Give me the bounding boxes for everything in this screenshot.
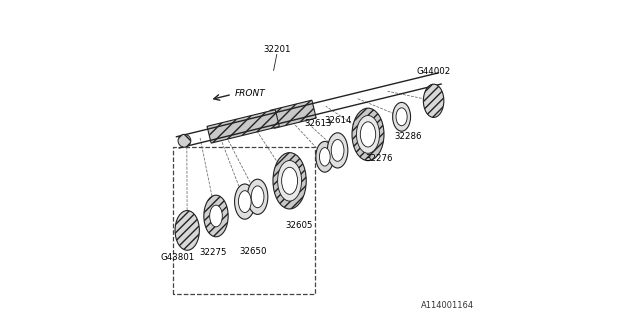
- Text: 32614: 32614: [325, 116, 352, 125]
- Text: G44002: G44002: [417, 68, 451, 76]
- Ellipse shape: [328, 133, 348, 168]
- Ellipse shape: [178, 134, 191, 147]
- Ellipse shape: [316, 141, 334, 172]
- Text: A114001164: A114001164: [420, 301, 474, 310]
- Ellipse shape: [175, 211, 200, 250]
- Text: 32605: 32605: [285, 221, 313, 230]
- Ellipse shape: [239, 191, 251, 212]
- Text: G43801: G43801: [161, 253, 195, 262]
- Text: 32201: 32201: [263, 45, 291, 54]
- Ellipse shape: [248, 179, 268, 214]
- Polygon shape: [207, 110, 279, 143]
- Text: FRONT: FRONT: [236, 89, 266, 98]
- Ellipse shape: [204, 195, 228, 237]
- Ellipse shape: [278, 161, 301, 201]
- Ellipse shape: [319, 148, 330, 166]
- Polygon shape: [270, 100, 316, 128]
- Text: 32275: 32275: [199, 248, 227, 257]
- Text: 32286: 32286: [394, 132, 422, 141]
- Ellipse shape: [393, 102, 411, 131]
- Text: 32613: 32613: [305, 119, 332, 128]
- Ellipse shape: [252, 186, 264, 208]
- Ellipse shape: [235, 184, 255, 219]
- Ellipse shape: [273, 153, 307, 209]
- Ellipse shape: [352, 108, 384, 161]
- Ellipse shape: [396, 108, 407, 126]
- Ellipse shape: [282, 167, 298, 194]
- Text: 32650: 32650: [239, 247, 266, 256]
- Ellipse shape: [360, 122, 376, 147]
- Ellipse shape: [356, 116, 380, 153]
- Ellipse shape: [424, 84, 444, 117]
- Text: 32276: 32276: [365, 154, 393, 163]
- Ellipse shape: [210, 205, 222, 227]
- Ellipse shape: [332, 140, 344, 161]
